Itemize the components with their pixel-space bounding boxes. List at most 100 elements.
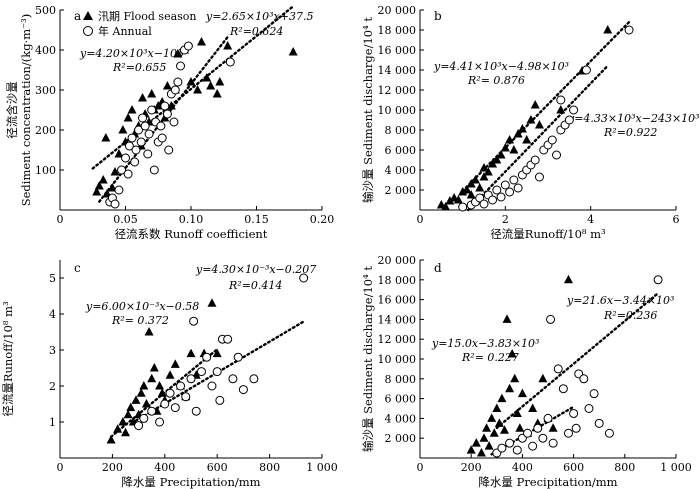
r2-flood-c: R²= 0.372 <box>111 314 169 327</box>
annual-point-b <box>547 135 557 145</box>
equation-flood-d: y=15.0x−3.83×10³ <box>431 337 539 350</box>
equation-annual-c: y=4.30×10⁻³x−0.207 <box>195 263 316 276</box>
annual-point-b <box>564 115 574 125</box>
y-tick-label-d: 6 000 <box>385 393 417 406</box>
flood-point-b <box>466 190 476 199</box>
flood-point-d <box>476 448 486 457</box>
flood-point-d <box>538 373 548 383</box>
x-tick-label-d: 1 000 <box>660 461 692 474</box>
flood-point-a <box>138 93 148 102</box>
flood-point-d <box>497 393 507 403</box>
flood-point-d <box>515 423 525 432</box>
annual-point-c <box>228 374 238 384</box>
equation-annual-d: y=21.6x−3.44×10³ <box>566 294 674 307</box>
annual-point-c <box>189 316 199 326</box>
y-axis-title-d: 输沙量 Sediment discharge/10⁴ t <box>361 266 375 452</box>
y-tick-label-b: 20 000 <box>378 4 417 17</box>
legend-annual-label: 年 Annual <box>98 24 152 38</box>
flood-point-d <box>492 403 502 412</box>
panel-letter-c: c <box>74 261 81 275</box>
annual-point-a <box>117 165 127 175</box>
annual-point-d <box>512 445 522 455</box>
annual-point-c <box>299 273 309 283</box>
y-axis-title-cn-a: 径流含沙量 <box>5 81 19 139</box>
annual-point-d <box>553 364 563 374</box>
flood-point-d <box>489 428 499 437</box>
flood-point-a <box>223 41 233 50</box>
flood-point-b <box>470 175 480 184</box>
annual-point-d <box>523 428 533 438</box>
x-tick-label-b: 4 <box>587 213 594 226</box>
y-tick-label-d: 2 000 <box>385 432 417 445</box>
x-tick-label-b: 6 <box>673 213 680 226</box>
annual-point-c <box>170 403 180 413</box>
flood-point-a <box>186 77 196 86</box>
flood-point-a <box>92 187 102 196</box>
x-tick-label-d: 0 <box>417 461 424 474</box>
y-tick-label-d: 18 000 <box>378 274 417 287</box>
flood-point-a <box>127 105 137 114</box>
flood-point-a <box>193 85 203 94</box>
flood-point-a <box>173 49 183 58</box>
panel-letter-b: b <box>434 9 442 23</box>
flood-point-c <box>165 370 175 379</box>
annual-point-c <box>134 421 144 431</box>
legend-annual-marker <box>83 26 93 36</box>
flood-point-c <box>157 388 167 397</box>
annual-point-c <box>212 367 222 377</box>
annual-point-a <box>156 121 166 131</box>
annual-point-d <box>604 428 614 438</box>
flood-point-a <box>110 167 120 176</box>
flood-point-a <box>94 181 104 190</box>
annual-point-c <box>215 395 225 405</box>
flood-point-d <box>510 373 520 383</box>
annual-point-a <box>127 133 137 143</box>
flood-point-c <box>139 381 149 390</box>
flood-point-b <box>513 129 523 138</box>
flood-point-d <box>528 403 538 412</box>
y-tick-label-a: 500 <box>35 4 56 17</box>
equation-annual-a: y=4.20×10³x−105 <box>79 47 184 60</box>
flood-point-c <box>118 417 128 426</box>
annual-point-d <box>546 314 556 324</box>
x-tick-label-a: 0.10 <box>179 213 204 226</box>
x-tick-label-a: 0.20 <box>310 213 335 226</box>
flood-point-a <box>114 149 124 158</box>
annual-point-d <box>505 438 515 448</box>
annual-point-a <box>124 141 134 151</box>
y-tick-label-a: 100 <box>35 164 56 177</box>
annual-point-b <box>458 202 468 212</box>
annual-point-d <box>533 423 543 433</box>
annual-point-a <box>176 61 186 71</box>
flood-point-c <box>144 327 154 336</box>
annual-point-c <box>196 367 206 377</box>
annual-point-a <box>131 145 141 155</box>
flood-point-c <box>147 373 157 383</box>
r2-flood-a: R²=0.624 <box>229 25 283 38</box>
y-tick-label-a: 200 <box>35 124 56 137</box>
annual-point-a <box>140 121 150 131</box>
annual-point-d <box>543 413 553 423</box>
flood-point-c <box>113 424 123 433</box>
y-tick-label-c: 5 <box>49 272 56 285</box>
annual-point-c <box>238 385 248 395</box>
flood-point-c <box>149 363 159 372</box>
flood-point-b <box>556 105 566 114</box>
annual-point-d <box>571 423 581 433</box>
annual-point-c <box>186 374 196 384</box>
annual-point-a <box>225 57 235 67</box>
flood-point-c <box>207 298 217 307</box>
flood-point-b <box>441 202 451 211</box>
annual-point-a <box>114 185 124 195</box>
x-tick-label-c: 200 <box>102 461 123 474</box>
annual-point-a <box>138 113 148 123</box>
annual-point-d <box>594 418 604 428</box>
annual-point-b <box>624 25 634 35</box>
x-tick-label-d: 600 <box>563 461 584 474</box>
flood-point-b <box>522 135 532 144</box>
annual-point-a <box>130 157 140 167</box>
trendline-flood-b <box>466 64 609 212</box>
flood-point-c <box>121 427 130 437</box>
flood-point-a <box>166 101 176 110</box>
annual-point-b <box>500 180 510 190</box>
